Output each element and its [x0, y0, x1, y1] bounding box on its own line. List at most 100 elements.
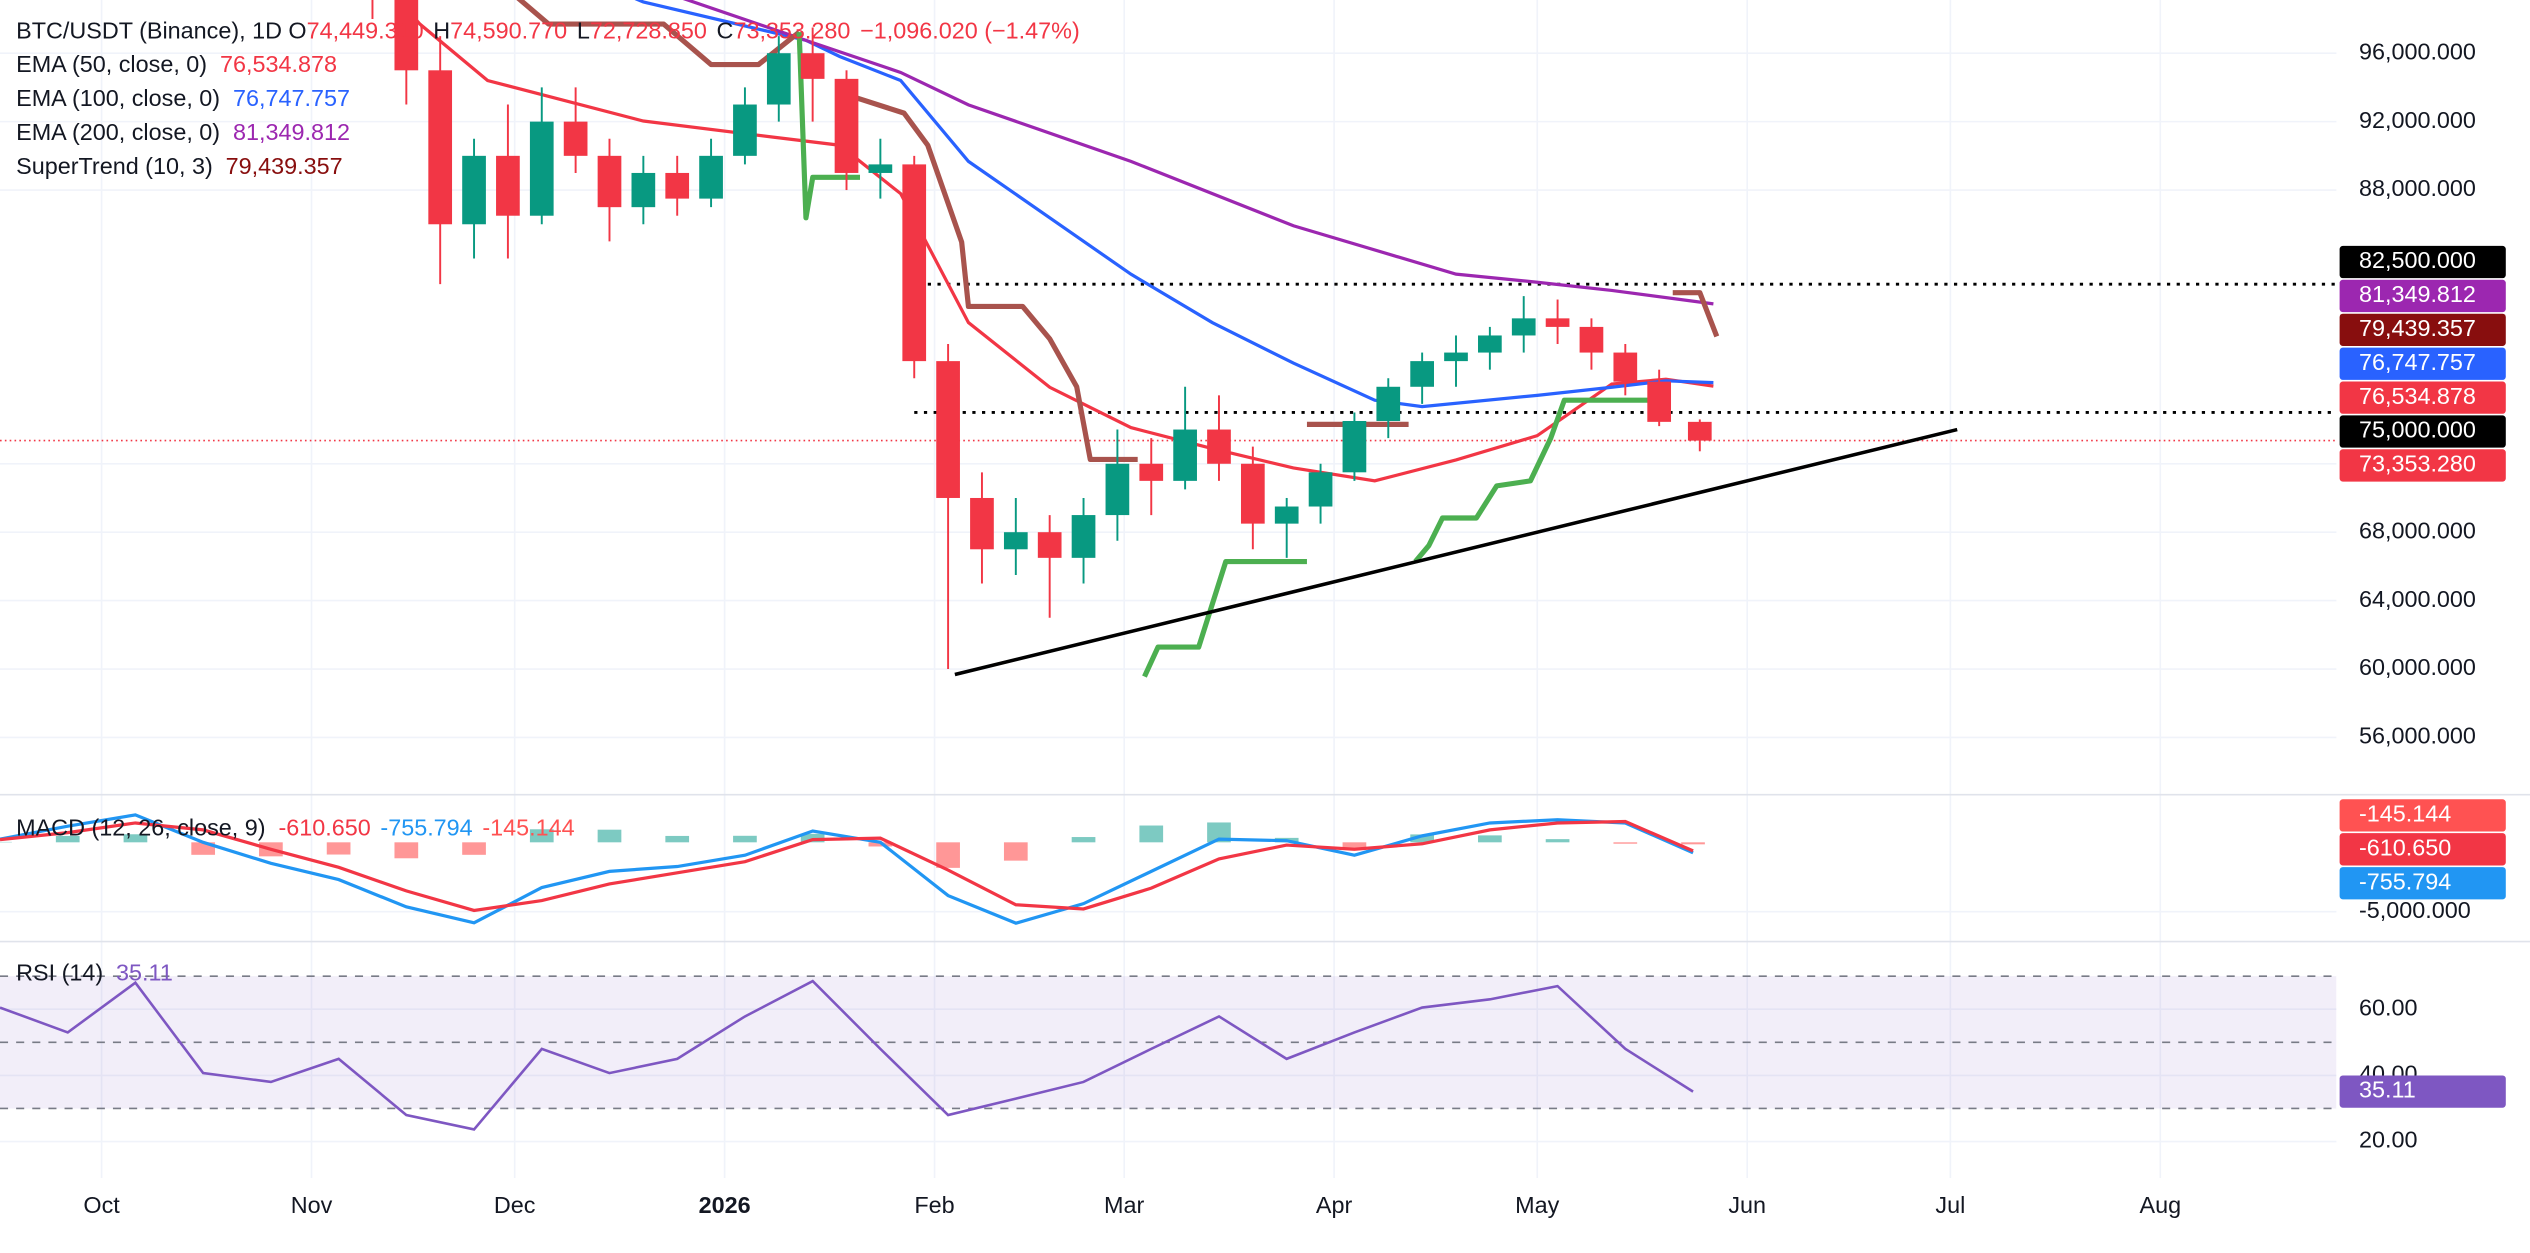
macd-histogram-bar: [1139, 825, 1164, 843]
macd-histogram-bar: [1207, 822, 1231, 843]
macd-line: [0, 813, 1694, 925]
legend-text: -610.650: [278, 815, 370, 841]
x-tick-label: 2026: [699, 1192, 751, 1218]
y-tick-label: 56,000.000: [2359, 723, 2476, 749]
price-badge: [2339, 415, 2506, 448]
price-badge-label: 79,439.357: [2359, 315, 2476, 341]
price-badge-label: 76,534.878: [2359, 383, 2476, 409]
price-badge-label: -610.650: [2359, 834, 2451, 860]
price-pane: [0, 0, 2337, 678]
price-badge-label: 75,000.000: [2359, 417, 2476, 443]
candle-body: [1376, 386, 1401, 421]
legend-text: SuperTrend (10, 3): [16, 153, 213, 179]
price-badge-label: 76,747.757: [2359, 349, 2476, 375]
legend-text: 76,534.878: [220, 51, 337, 77]
y-tick-label: 68,000.000: [2359, 517, 2476, 543]
candle-body: [1308, 472, 1333, 507]
macd-histogram-bar: [123, 834, 148, 843]
trendline: [954, 427, 1958, 677]
y-tick-label: 92,000.000: [2359, 107, 2476, 133]
candle-body: [428, 70, 453, 225]
candle-body: [665, 172, 690, 199]
candle-body: [1511, 318, 1536, 336]
ema-line: [682, 0, 1714, 306]
candle-body: [1613, 352, 1638, 382]
price-badge: [2339, 245, 2506, 279]
ema-line: [634, 0, 1714, 409]
price-badge: [2339, 867, 2506, 900]
ema-line: [396, 0, 1714, 483]
macd-histogram-bar: [529, 829, 554, 843]
macd-histogram-bar: [936, 842, 960, 868]
candle-body: [868, 164, 893, 173]
x-tick-label: May: [1515, 1192, 1559, 1218]
macd-histogram-bar: [1545, 839, 1570, 843]
candle-body: [394, 0, 419, 71]
candle-body: [1444, 352, 1468, 362]
candle-body: [1274, 506, 1299, 524]
legend-text: RSI (14): [16, 960, 103, 986]
price-badge-label: -755.794: [2359, 868, 2451, 894]
x-tick-label: Jun: [1728, 1192, 1766, 1218]
price-badge: [2339, 313, 2506, 346]
rsi-line: [0, 979, 1694, 1131]
candle-body: [1071, 515, 1096, 558]
supertrend-line: [852, 94, 1138, 462]
candle-body: [1545, 318, 1570, 327]
legend-text: EMA (50, close, 0): [16, 51, 207, 77]
candle-body: [563, 121, 588, 156]
legend-text: BTC/USDT (Binance), 1D: [16, 17, 282, 43]
macd-histogram-bar: [1613, 842, 1638, 844]
y-tick-label: 60.00: [2359, 994, 2417, 1020]
candle-body: [529, 121, 554, 216]
legend-text: 76,747.757: [233, 85, 350, 111]
price-badge: [2339, 833, 2506, 866]
macd-signal: [0, 819, 1694, 913]
y-tick-label: -5,000.000: [2359, 897, 2471, 923]
legend-row: EMA (100, close, 0) 76,747.757: [16, 85, 350, 111]
price-badge: [2339, 449, 2506, 482]
price-badge: [2339, 347, 2506, 380]
candle-body: [1342, 420, 1367, 473]
candle-body: [970, 497, 994, 550]
price-badge-label: 35.11: [2359, 1077, 2416, 1103]
y-tick-label: 60,000.000: [2359, 654, 2476, 680]
supertrend-line: [1413, 397, 1666, 564]
legend: BTC/USDT (Binance), 1D O74,449.310 H74,590…: [16, 17, 1080, 985]
price-badge-label: 82,500.000: [2359, 247, 2476, 273]
candle-body: [597, 155, 622, 208]
supertrend-line: [796, 32, 861, 221]
macd-pane: [0, 813, 1705, 925]
x-tick-label: Mar: [1104, 1192, 1144, 1218]
price-badge-label: -145.144: [2359, 801, 2451, 827]
x-tick-label: Oct: [83, 1192, 120, 1218]
candle-body: [1240, 463, 1265, 524]
candle-body: [1037, 532, 1062, 558]
legend-text: 74,590.770: [450, 17, 567, 43]
legend-text: EMA (100, close, 0): [16, 85, 220, 111]
legend-row: EMA (50, close, 0) 76,534.878: [16, 51, 337, 77]
y-tick-label: 88,000.000: [2359, 175, 2476, 201]
macd-histogram-bar: [1681, 842, 1705, 845]
legend-row: BTC/USDT (Binance), 1D O74,449.310 H74,590…: [16, 17, 1080, 43]
legend-text: H: [433, 17, 450, 43]
macd-histogram-bar: [1071, 837, 1096, 843]
price-badge: [2339, 799, 2506, 832]
supertrend-line: [1142, 558, 1307, 678]
candle-body: [800, 53, 825, 79]
macd-histogram-bar: [394, 842, 419, 859]
legend-text: C: [717, 17, 734, 43]
legend-text: EMA (200, close, 0): [16, 119, 220, 145]
x-tick-label: Nov: [291, 1192, 333, 1218]
legend-text: 72,728.850: [590, 17, 707, 43]
x-tick-label: Jul: [1935, 1192, 1965, 1218]
macd-histogram-bar: [665, 835, 690, 843]
candle-body: [699, 155, 723, 199]
candle-body: [1003, 532, 1028, 550]
macd-histogram-bar: [1410, 834, 1434, 843]
legend-text: 81,349.812: [233, 119, 350, 145]
legend-row: MACD (12, 26, close, 9) -610.650 -755.794-…: [16, 815, 575, 841]
candle-body: [1687, 421, 1712, 441]
y-tick-label: 64,000.000: [2359, 586, 2476, 612]
